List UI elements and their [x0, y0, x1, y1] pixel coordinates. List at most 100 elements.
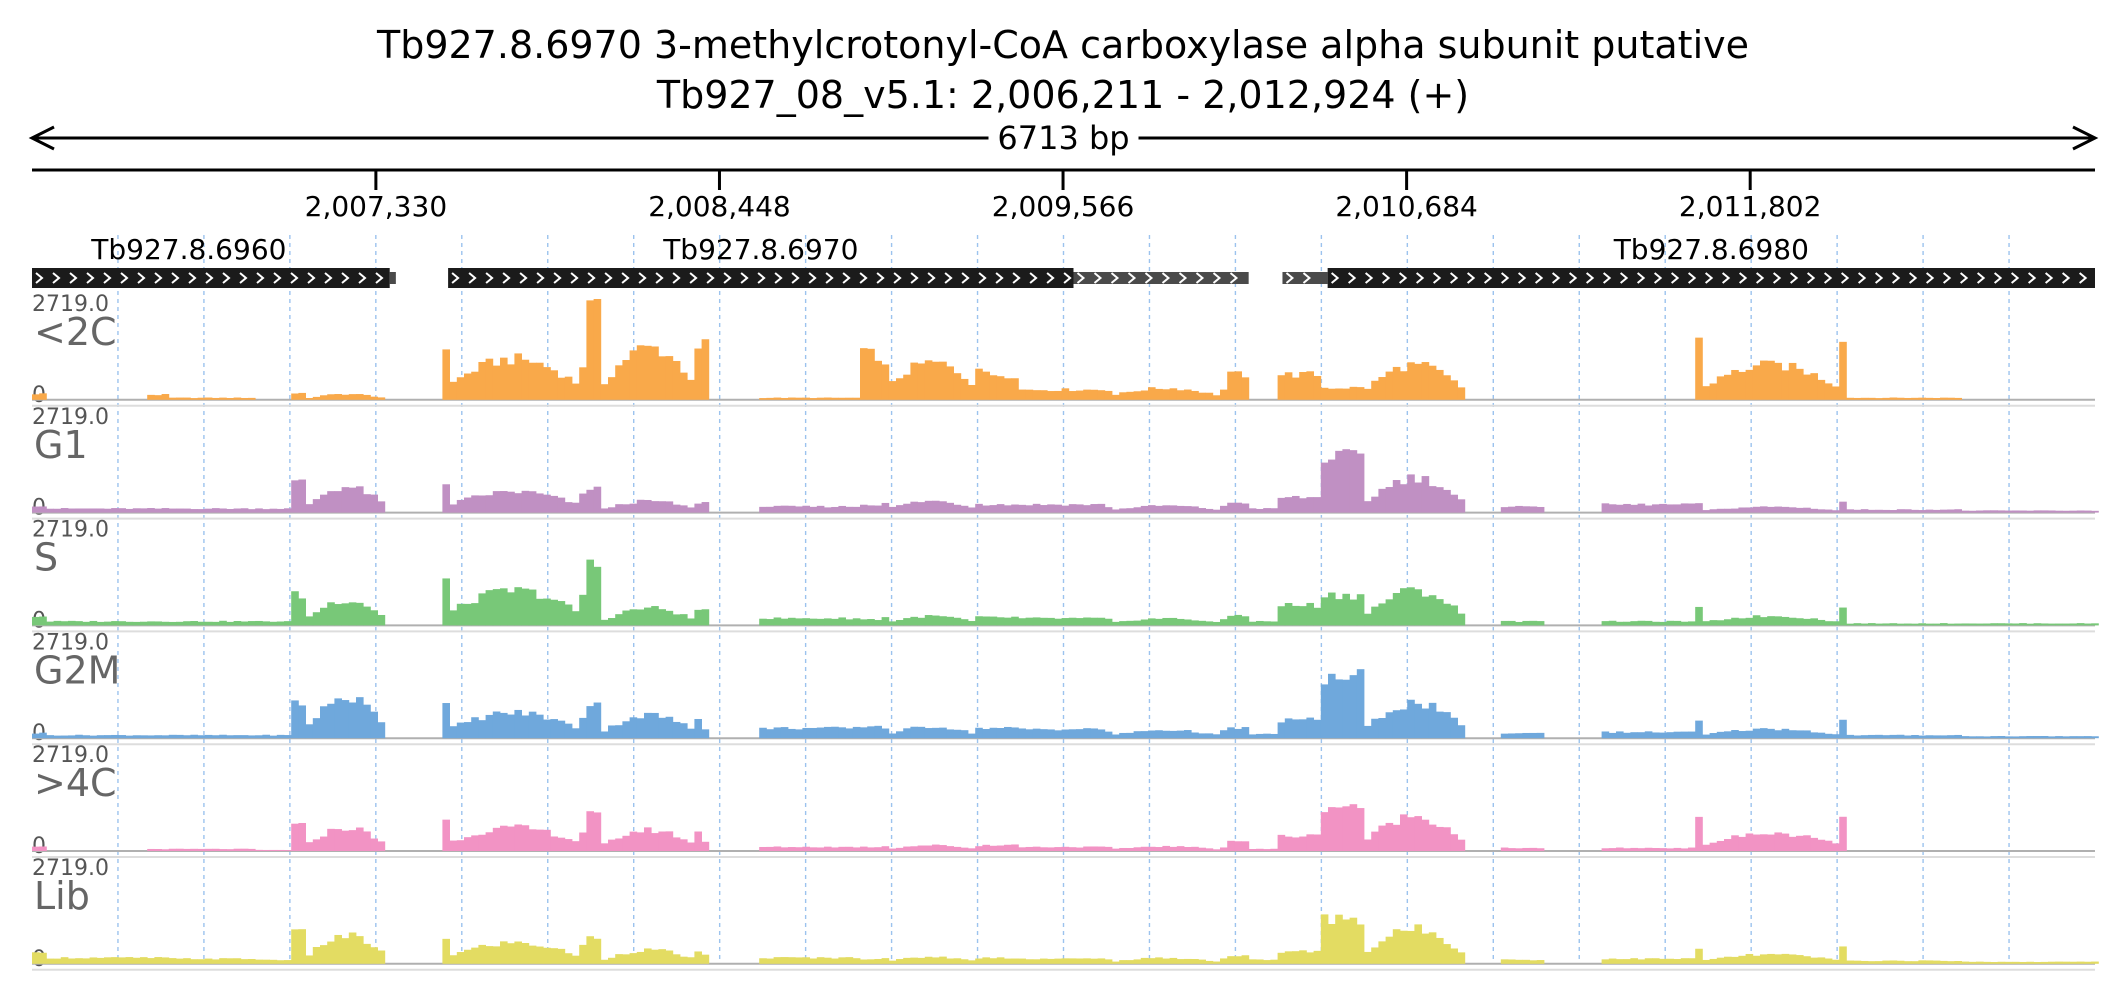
coverage-bar	[924, 845, 933, 851]
coverage-bar	[1220, 389, 1228, 400]
strand-chevron-icon	[375, 272, 384, 284]
coverage-bar	[1004, 958, 1012, 964]
coverage-bar	[867, 505, 875, 513]
coverage-bar	[269, 735, 278, 739]
coverage-bar	[788, 847, 796, 851]
coverage-bar	[672, 614, 681, 626]
coverage-bar	[1076, 729, 1084, 739]
coverage-bar	[1443, 944, 1451, 964]
coverage-bar	[1846, 960, 1854, 964]
coverage-bar	[1133, 620, 1142, 626]
coverage-bar	[197, 735, 206, 739]
coverage-bar	[1148, 730, 1156, 739]
coverage-bar	[1608, 504, 1617, 513]
gene-feature[interactable]: Tb927.8.6960	[32, 233, 396, 288]
coverage-bar	[1054, 730, 1062, 739]
coverage-bar	[1954, 961, 1962, 964]
coverage-bar	[514, 353, 522, 400]
coverage-bar	[1666, 958, 1674, 964]
coverage-bar	[1256, 508, 1264, 513]
coverage-bar	[658, 831, 666, 851]
coverage-bar	[341, 700, 350, 739]
coverage-bar	[946, 729, 954, 739]
coverage-bar	[953, 958, 962, 964]
coverage-bar	[557, 497, 566, 513]
coverage-bar	[190, 398, 198, 400]
coverage-bar	[327, 703, 335, 739]
gene-feature[interactable]: Tb927.8.6980	[1282, 233, 2095, 288]
coverage-bar	[1392, 366, 1401, 400]
coverage-bar	[1299, 950, 1307, 964]
coverage-bar	[442, 349, 450, 400]
coverage-bar	[1997, 623, 2006, 626]
coverage-bar	[1457, 725, 1466, 739]
coverage-bar	[284, 960, 292, 964]
strand-chevron-icon	[587, 272, 596, 284]
coverage-bar	[1097, 846, 1106, 851]
coverage-bar	[1904, 961, 1912, 964]
coverage-bar	[456, 722, 465, 739]
coverage-bar	[1738, 618, 1746, 626]
coverage-bar	[1306, 371, 1314, 400]
coverage-bar	[1306, 717, 1314, 739]
coverage-bar	[1882, 735, 1890, 739]
coverage-bar	[1608, 732, 1617, 739]
coverage-bar	[320, 945, 328, 964]
coverage-bar	[1407, 699, 1415, 739]
coverage-bar	[147, 508, 155, 513]
coverage-bar	[334, 604, 342, 626]
coverage-bar	[1536, 960, 1545, 964]
coverage-bar	[1839, 719, 1847, 739]
coverage-bar	[1256, 848, 1264, 851]
coverage-bar	[1738, 507, 1746, 513]
coverage-bar	[1875, 623, 1883, 626]
coverage-bar	[1673, 847, 1682, 851]
coverage-bar	[1191, 390, 1199, 400]
coverage-bar	[204, 508, 213, 513]
coverage-bar	[1666, 620, 1674, 626]
coverage-bar	[1832, 959, 1840, 964]
coverage-bar	[132, 735, 141, 739]
coverage-bar	[255, 620, 263, 626]
coverage-bar	[1745, 953, 1754, 964]
coverage-bar	[1054, 958, 1062, 964]
coverage-bar	[1191, 620, 1199, 626]
coverage-bar	[356, 486, 364, 513]
coverage-bar	[1400, 814, 1408, 851]
coverage-bar	[118, 957, 126, 964]
coverage-bar	[881, 617, 890, 626]
coverage-bar	[910, 726, 918, 739]
coverage-bar	[766, 958, 774, 964]
gene-feature[interactable]: Tb927.8.6970	[448, 233, 1249, 288]
coverage-bar	[1184, 619, 1192, 626]
coverage-bar	[2019, 736, 2027, 739]
coverage-bar	[2069, 623, 2078, 626]
coverage-bar	[1349, 675, 1358, 739]
coverage-bar	[1947, 735, 1955, 739]
coverage-bar	[176, 848, 184, 851]
coverage-bar	[1292, 495, 1300, 513]
coverage-bar	[1767, 506, 1775, 513]
coverage-bar	[636, 718, 645, 739]
coverage-bar	[1104, 507, 1113, 513]
coverage-bar	[204, 734, 213, 739]
coverage-bar	[1788, 617, 1797, 626]
coverage-bar	[298, 392, 306, 400]
coverage-bar	[528, 829, 537, 851]
coverage-bar	[1191, 732, 1199, 739]
coverage-bar	[1810, 508, 1818, 513]
strand-chevron-icon	[120, 272, 129, 284]
coverage-bar	[1745, 730, 1754, 739]
coverage-bar	[975, 616, 983, 626]
coverage-bar	[125, 621, 134, 626]
coverage-bar	[1292, 377, 1300, 400]
coverage-bar	[226, 849, 234, 851]
coverage-bar	[852, 506, 861, 513]
coverage-bar	[320, 395, 328, 400]
strand-chevron-icon	[205, 272, 214, 284]
coverage-bar	[1270, 959, 1278, 964]
coverage-bar	[442, 578, 450, 626]
coverage-bar	[1436, 826, 1444, 851]
coverage-bar	[572, 728, 580, 739]
coverage-bar	[485, 832, 494, 851]
